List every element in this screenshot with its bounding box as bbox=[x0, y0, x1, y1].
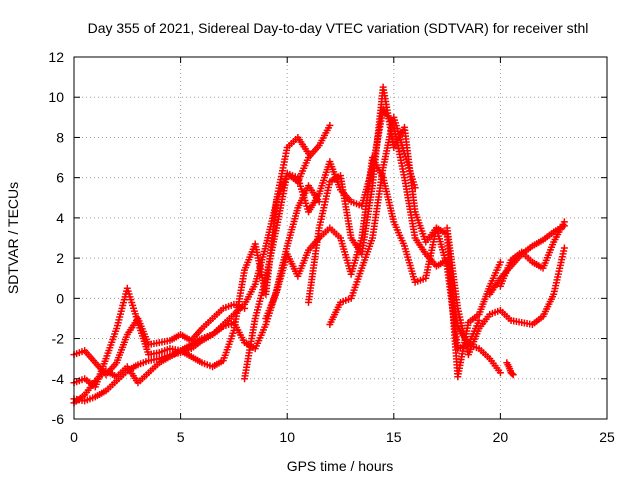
y-tick-label: 0 bbox=[56, 290, 64, 306]
y-tick-label: 6 bbox=[56, 170, 64, 186]
x-tick-label: 25 bbox=[599, 429, 615, 445]
data-point bbox=[315, 198, 323, 206]
y-tick-label: -2 bbox=[52, 331, 65, 347]
data-point bbox=[560, 218, 568, 226]
x-tick-label: 10 bbox=[279, 429, 295, 445]
x-tick-label: 15 bbox=[386, 429, 402, 445]
axis-ticks: 0 5 10 15 20 25 -6 -4 -2 0 2 4 6 8 10 12 bbox=[48, 49, 615, 445]
x-axis-label: GPS time / hours bbox=[287, 458, 394, 474]
series-track-3 bbox=[70, 133, 313, 391]
x-tick-label: 0 bbox=[70, 429, 78, 445]
y-tick-label: 12 bbox=[48, 49, 64, 65]
y-tick-label: 4 bbox=[56, 210, 64, 226]
data-point bbox=[241, 304, 249, 312]
y-tick-label: 2 bbox=[56, 250, 64, 266]
data-point bbox=[496, 258, 504, 266]
series-track-2 bbox=[70, 300, 249, 379]
x-tick-label: 20 bbox=[493, 429, 509, 445]
series-track-11 bbox=[496, 218, 568, 290]
data-point bbox=[509, 371, 517, 379]
y-tick-label: 10 bbox=[48, 89, 64, 105]
plot-frame bbox=[73, 56, 608, 420]
data-point bbox=[475, 316, 483, 324]
data-point bbox=[411, 184, 419, 192]
data-point bbox=[326, 121, 334, 129]
chart-title: Day 355 of 2021, Sidereal Day-to-day VTE… bbox=[88, 20, 589, 36]
data-point bbox=[305, 150, 313, 158]
series-track-12 bbox=[503, 359, 517, 379]
y-axis-label: SDTVAR / TECUs bbox=[5, 182, 21, 294]
y-tick-label: 8 bbox=[56, 129, 64, 145]
data-point bbox=[496, 369, 504, 377]
plot-area bbox=[70, 83, 568, 407]
data-point bbox=[560, 244, 568, 252]
series-track-4 bbox=[70, 182, 323, 407]
x-tick-label: 5 bbox=[177, 429, 185, 445]
y-tick-label: -6 bbox=[52, 411, 65, 427]
data-point-marker bbox=[508, 370, 516, 378]
y-tick-label: -4 bbox=[52, 371, 65, 387]
series-track-8 bbox=[326, 113, 419, 328]
series-track-9 bbox=[443, 224, 568, 359]
